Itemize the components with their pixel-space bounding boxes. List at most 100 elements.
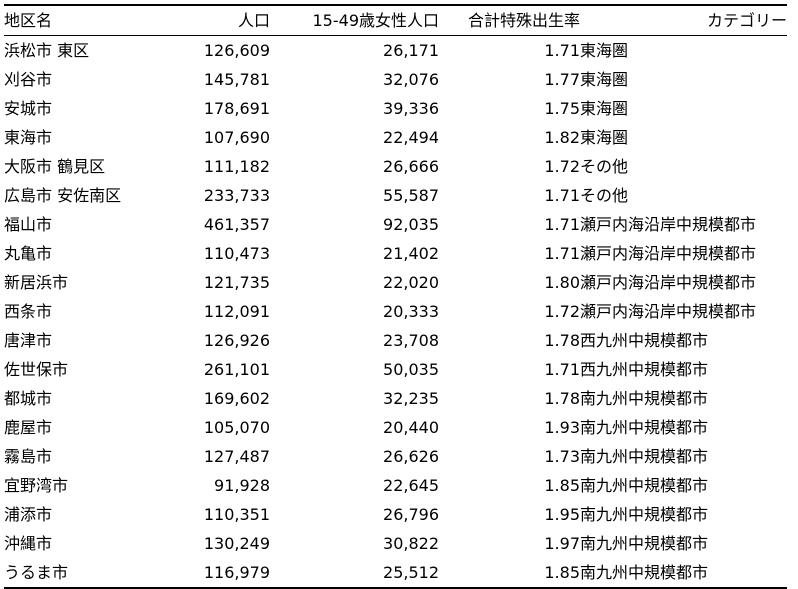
cell-tfr: 1.71: [544, 215, 580, 234]
cell-area: 浜松市 東区: [4, 41, 90, 60]
cell-population: 461,357: [203, 215, 270, 234]
cell-female-15-49: 32,235: [383, 389, 439, 408]
cell-area: 沖縄市: [4, 534, 53, 553]
cell-area: 新居浜市: [4, 273, 69, 292]
cell-population: 110,473: [203, 244, 270, 263]
cell-female-15-49: 25,512: [383, 563, 439, 582]
cell-category: 瀬戸内海沿岸中規模都市: [580, 273, 757, 292]
header-row: 地区名 人口 15-49歳女性人口 合計特殊出生率 カテゴリー: [4, 5, 787, 36]
cell-population: 110,351: [203, 505, 270, 524]
cell-tfr: 1.72: [544, 157, 580, 176]
cell-population: 91,928: [214, 476, 270, 495]
cell-female-15-49: 21,402: [383, 244, 439, 263]
cell-area: 広島市 安佐南区: [4, 186, 122, 205]
header-category: カテゴリー: [706, 11, 787, 30]
cell-population: 111,182: [203, 157, 270, 176]
cell-tfr: 1.85: [544, 476, 580, 495]
cell-category: 東海圏: [580, 128, 629, 147]
cell-category: 西九州中規模都市: [580, 331, 709, 350]
cell-category: 南九州中規模都市: [580, 418, 709, 437]
cell-female-15-49: 22,020: [383, 273, 439, 292]
table-row: 大阪市 鶴見区 111,182 26,666 1.72 その他: [4, 152, 787, 181]
cell-tfr: 1.78: [544, 331, 580, 350]
cell-category: 瀬戸内海沿岸中規模都市: [580, 215, 757, 234]
cell-female-15-49: 20,440: [383, 418, 439, 437]
cell-area: 丸亀市: [4, 244, 53, 263]
table-row: 福山市 461,357 92,035 1.71 瀬戸内海沿岸中規模都市: [4, 210, 787, 239]
cell-area: 唐津市: [4, 331, 53, 350]
cell-tfr: 1.80: [544, 273, 580, 292]
cell-female-15-49: 26,171: [383, 41, 439, 60]
table-row: 佐世保市 261,101 50,035 1.71 西九州中規模都市: [4, 355, 787, 384]
cell-population: 107,690: [203, 128, 270, 147]
cell-area: 東海市: [4, 128, 53, 147]
cell-area: 西条市: [4, 302, 53, 321]
cell-category: 東海圏: [580, 70, 629, 89]
table-row: 東海市 107,690 22,494 1.82 東海圏: [4, 123, 787, 152]
cell-population: 261,101: [203, 360, 270, 379]
cell-tfr: 1.71: [544, 244, 580, 263]
cell-area: 鹿屋市: [4, 418, 53, 437]
table-row: 沖縄市 130,249 30,822 1.97 南九州中規模都市: [4, 529, 787, 558]
cell-tfr: 1.77: [544, 70, 580, 89]
table-row: 丸亀市 110,473 21,402 1.71 瀬戸内海沿岸中規模都市: [4, 239, 787, 268]
cell-tfr: 1.93: [544, 418, 580, 437]
cell-female-15-49: 26,626: [383, 447, 439, 466]
population-table: 地区名 人口 15-49歳女性人口 合計特殊出生率 カテゴリー 浜松市 東区 12…: [4, 4, 787, 589]
cell-category: 南九州中規模都市: [580, 447, 709, 466]
table-row: 安城市 178,691 39,336 1.75 東海圏: [4, 94, 787, 123]
cell-population: 130,249: [203, 534, 270, 553]
cell-tfr: 1.85: [544, 563, 580, 582]
cell-area: 宜野湾市: [4, 476, 69, 495]
cell-category: 東海圏: [580, 99, 629, 118]
table-row: 西条市 112,091 20,333 1.72 瀬戸内海沿岸中規模都市: [4, 297, 787, 326]
cell-tfr: 1.72: [544, 302, 580, 321]
cell-female-15-49: 30,822: [383, 534, 439, 553]
cell-area: 浦添市: [4, 505, 53, 524]
cell-category: 南九州中規模都市: [580, 476, 709, 495]
cell-category: その他: [580, 157, 629, 176]
cell-area: 佐世保市: [4, 360, 69, 379]
cell-population: 169,602: [203, 389, 270, 408]
cell-population: 105,070: [203, 418, 270, 437]
cell-female-15-49: 55,587: [383, 186, 439, 205]
cell-category: 南九州中規模都市: [580, 389, 709, 408]
cell-tfr: 1.97: [544, 534, 580, 553]
cell-area: 都城市: [4, 389, 53, 408]
cell-area: 霧島市: [4, 447, 53, 466]
cell-tfr: 1.71: [544, 41, 580, 60]
cell-category: 西九州中規模都市: [580, 360, 709, 379]
cell-tfr: 1.82: [544, 128, 580, 147]
table-row: 霧島市 127,487 26,626 1.73 南九州中規模都市: [4, 442, 787, 471]
cell-area: 刈谷市: [4, 70, 53, 89]
cell-tfr: 1.71: [544, 360, 580, 379]
table-row: 都城市 169,602 32,235 1.78 南九州中規模都市: [4, 384, 787, 413]
cell-population: 233,733: [203, 186, 270, 205]
cell-population: 126,609: [203, 41, 270, 60]
table-body: 浜松市 東区 126,609 26,171 1.71 東海圏 刈谷市 145,781 32,0…: [4, 36, 787, 588]
cell-population: 112,091: [203, 302, 270, 321]
cell-female-15-49: 26,666: [383, 157, 439, 176]
table-row: 刈谷市 145,781 32,076 1.77 東海圏: [4, 65, 787, 94]
cell-female-15-49: 92,035: [383, 215, 439, 234]
cell-tfr: 1.71: [544, 186, 580, 205]
cell-tfr: 1.75: [544, 99, 580, 118]
cell-female-15-49: 22,494: [383, 128, 439, 147]
table-row: 浜松市 東区 126,609 26,171 1.71 東海圏: [4, 36, 787, 66]
header-population: 人口: [237, 11, 270, 30]
table-row: うるま市 116,979 25,512 1.85 南九州中規模都市: [4, 558, 787, 588]
cell-category: その他: [580, 186, 629, 205]
cell-tfr: 1.95: [544, 505, 580, 524]
cell-population: 116,979: [203, 563, 270, 582]
cell-female-15-49: 23,708: [383, 331, 439, 350]
cell-category: 東海圏: [580, 41, 629, 60]
table-row: 浦添市 110,351 26,796 1.95 南九州中規模都市: [4, 500, 787, 529]
table-row: 新居浜市 121,735 22,020 1.80 瀬戸内海沿岸中規模都市: [4, 268, 787, 297]
cell-population: 145,781: [203, 70, 270, 89]
cell-female-15-49: 39,336: [383, 99, 439, 118]
cell-category: 瀬戸内海沿岸中規模都市: [580, 244, 757, 263]
table-row: 宜野湾市 91,928 22,645 1.85 南九州中規模都市: [4, 471, 787, 500]
cell-population: 121,735: [203, 273, 270, 292]
cell-category: 瀬戸内海沿岸中規模都市: [580, 302, 757, 321]
cell-population: 178,691: [203, 99, 270, 118]
